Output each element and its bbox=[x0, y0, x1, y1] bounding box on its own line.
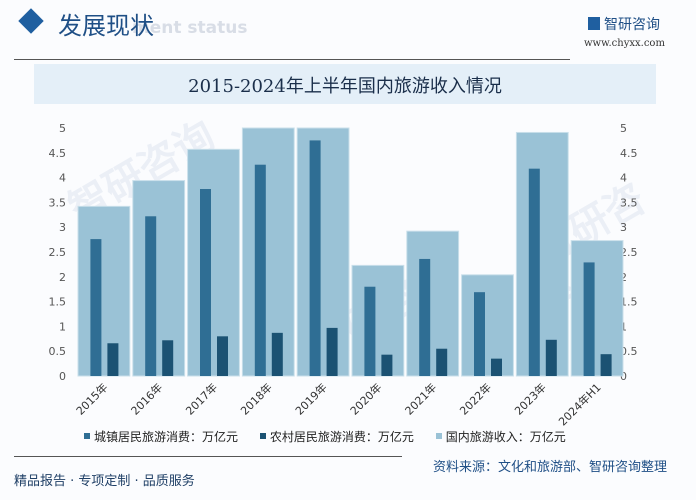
bar-total bbox=[461, 274, 514, 377]
y2-tick-label: 0 bbox=[620, 370, 627, 383]
bar-urban bbox=[583, 262, 595, 376]
y2-tick-label: 1.5 bbox=[620, 296, 638, 309]
y-tick-label: 3 bbox=[59, 221, 66, 234]
bar-urban bbox=[200, 189, 211, 376]
data-source: 资料来源：文化和旅游部、智研咨询整理 bbox=[433, 460, 668, 475]
section-title: 发展现状 bbox=[58, 12, 154, 40]
chart-title: 2015-2024年上半年国内旅游收入情况 bbox=[188, 76, 502, 97]
header-divider bbox=[14, 59, 570, 60]
y-tick-label: 4.5 bbox=[49, 147, 67, 160]
bar-total bbox=[570, 240, 624, 377]
x-tick-label: 2024年H1 bbox=[555, 380, 603, 428]
bar-rural bbox=[436, 348, 448, 376]
bar-urban bbox=[474, 292, 485, 376]
bar-total bbox=[241, 127, 295, 377]
y-tick-label: 4 bbox=[59, 172, 66, 185]
logo-text: 智研咨询 bbox=[604, 17, 660, 33]
y-tick-label: 5 bbox=[59, 122, 66, 135]
brand-logo: 智研咨询 bbox=[588, 14, 660, 34]
y2-tick-label: 3 bbox=[620, 221, 627, 234]
bar-urban bbox=[254, 164, 266, 376]
x-tick-label: 2016年 bbox=[128, 380, 165, 417]
x-tick-label: 2019年 bbox=[292, 380, 329, 417]
bar-chart: 000.50.5111.51.5222.52.5333.53.5444.54.5… bbox=[49, 122, 638, 428]
y-tick-label: 2 bbox=[59, 271, 66, 284]
chart-title-band: 2015-2024年上半年国内旅游收入情况 bbox=[34, 64, 656, 104]
footer-slogan: 精品报告 · 专项定制 · 品质服务 bbox=[14, 474, 195, 489]
y2-tick-label: 3.5 bbox=[620, 196, 638, 209]
y-tick-label: 0.5 bbox=[49, 345, 67, 358]
legend-swatch bbox=[259, 433, 266, 439]
website-url: www.chyxx.com bbox=[584, 38, 665, 49]
x-tick-label: 2017年 bbox=[183, 380, 220, 417]
bar-rural bbox=[326, 327, 338, 376]
bar-urban bbox=[90, 239, 102, 376]
bar-urban bbox=[528, 168, 540, 376]
x-tick-label: 2023年 bbox=[511, 380, 548, 417]
y2-tick-label: 4 bbox=[620, 172, 627, 185]
legend-item-urban: 城镇居民旅游消费：万亿元 bbox=[84, 430, 238, 444]
legend-swatch bbox=[435, 433, 442, 439]
y-tick-label: 3.5 bbox=[49, 196, 67, 209]
logo-icon bbox=[588, 17, 600, 30]
bar-total bbox=[406, 230, 460, 377]
legend-item-total: 国内旅游收入：万亿元 bbox=[435, 430, 566, 444]
y2-tick-label: 5 bbox=[620, 122, 627, 135]
bar-total bbox=[515, 131, 569, 377]
bar-urban bbox=[309, 140, 321, 376]
y-tick-label: 1.5 bbox=[49, 296, 67, 309]
x-tick-label: 2021年 bbox=[402, 380, 439, 417]
bar-total bbox=[187, 148, 240, 377]
bar-urban bbox=[364, 286, 376, 376]
y-tick-label: 2.5 bbox=[49, 246, 67, 259]
y-tick-label: 1 bbox=[59, 320, 66, 333]
legend-item-rural: 农村居民旅游消费：万亿元 bbox=[259, 430, 414, 444]
x-tick-label: 2015年 bbox=[73, 380, 110, 417]
header-ghost-text: ment status bbox=[132, 18, 248, 38]
legend-label: 国内旅游收入：万亿元 bbox=[445, 430, 566, 444]
bar-rural bbox=[271, 332, 283, 376]
x-tick-label: 2020年 bbox=[347, 380, 384, 417]
legend-label: 城镇居民旅游消费：万亿元 bbox=[94, 430, 239, 444]
bar-rural bbox=[381, 354, 393, 376]
legend: 城镇居民旅游消费：万亿元 农村居民旅游消费：万亿元 国内旅游收入：万亿元 bbox=[84, 428, 584, 445]
bar-total bbox=[296, 127, 350, 377]
bar-rural bbox=[162, 340, 174, 376]
y2-tick-label: 4.5 bbox=[620, 147, 638, 160]
bar-urban bbox=[419, 258, 431, 376]
bar-urban bbox=[145, 216, 157, 376]
x-tick-label: 2018年 bbox=[237, 380, 274, 417]
legend-label: 农村居民旅游消费：万亿元 bbox=[269, 430, 414, 444]
bar-total bbox=[132, 180, 186, 377]
bar-total bbox=[77, 205, 131, 377]
bar-rural bbox=[217, 336, 228, 376]
bar-rural bbox=[545, 339, 557, 376]
footer-divider bbox=[14, 456, 402, 457]
y2-tick-label: 2.5 bbox=[620, 246, 638, 259]
x-tick-label: 2022年 bbox=[457, 380, 494, 417]
y-tick-label: 0 bbox=[59, 370, 66, 383]
bar-rural bbox=[491, 358, 502, 376]
bar-total bbox=[351, 264, 405, 377]
bar-rural bbox=[600, 354, 612, 376]
legend-swatch bbox=[84, 433, 90, 439]
bar-rural bbox=[107, 343, 119, 376]
y2-tick-label: 0.5 bbox=[620, 345, 638, 358]
